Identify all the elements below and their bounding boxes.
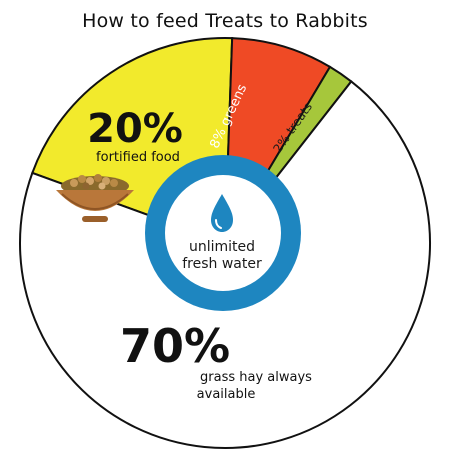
food-pct-label: 20%: [87, 106, 183, 152]
chart-title: How to feed Treats to Rabbits: [82, 10, 368, 32]
hay-text-line1: grass hay always: [200, 370, 312, 385]
hay-text-line2: available: [197, 387, 256, 402]
center-label-line1: unlimited: [189, 239, 255, 255]
water-drop-icon: [211, 194, 233, 232]
hay-pct-label: 70%: [120, 319, 230, 373]
center-label-line2: fresh water: [182, 256, 262, 272]
food-text-label: fortified food: [96, 150, 180, 165]
food-bowl-icon: [56, 174, 134, 222]
water-ring-inner: [165, 175, 281, 291]
